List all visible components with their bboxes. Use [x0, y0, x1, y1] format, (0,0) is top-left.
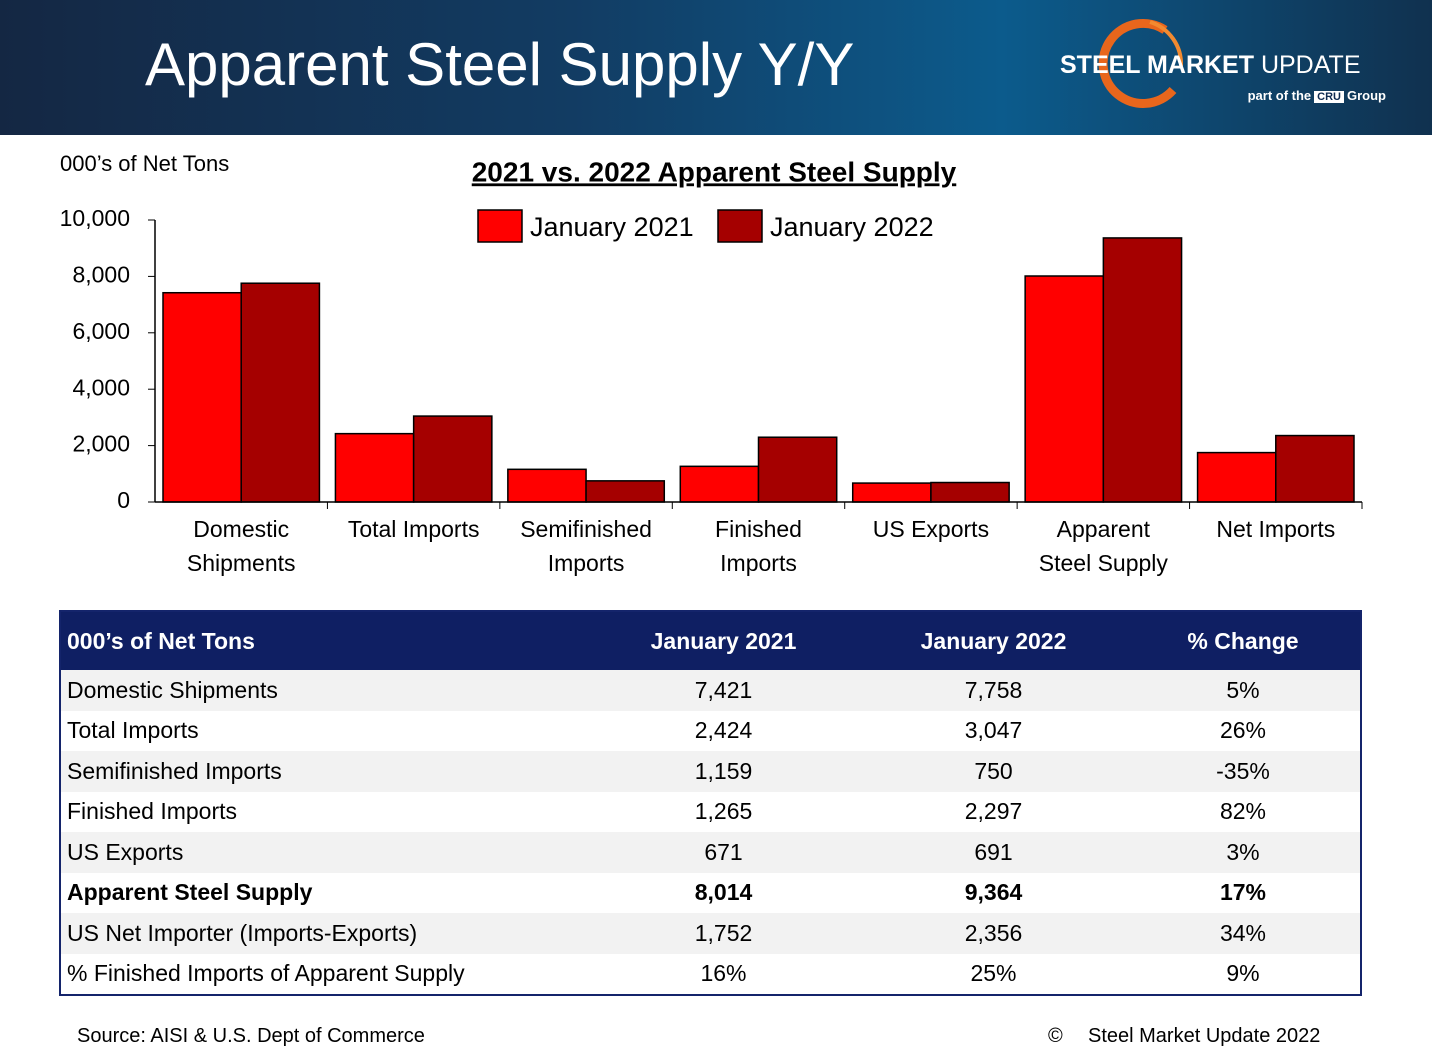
copyright: Steel Market Update 2022: [1088, 1025, 1321, 1047]
table-cell: 2,424: [694, 717, 753, 744]
bar: [1102, 237, 1183, 503]
header-cell: January 2021: [586, 611, 861, 670]
y-tick-label: 6,000: [72, 318, 130, 344]
table-cell: Apparent Steel Supply: [67, 879, 313, 906]
x-tick-label: Domestic Shipments: [186, 516, 296, 576]
table-cell: 2,297: [964, 798, 1023, 825]
x-tick-label: Apparent Steel Supply: [1038, 516, 1168, 576]
tagline-pre: part of the: [1247, 88, 1312, 103]
bar: [412, 415, 493, 503]
table-row: US Net Importer (Imports-Exports) 1,752 2,…: [60, 913, 1361, 954]
table-cell: 1,159: [586, 751, 861, 792]
table-cell: 750: [861, 751, 1126, 792]
table-row: % Finished Imports of Apparent Supply 16%…: [60, 954, 1361, 996]
table-row: Semifinished Imports 1,159 750 -35%: [60, 751, 1361, 792]
table-cell: Finished Imports: [67, 798, 238, 825]
header: Apparent Steel Supply Y/Y STEEL MARKET U…: [0, 0, 1432, 135]
bar: [851, 482, 932, 503]
table-cell: 7,758: [861, 670, 1126, 711]
table-cell: 3%: [1126, 832, 1361, 873]
header-cell: 000’s of Net Tons: [60, 611, 586, 670]
x-tick-label: Total Imports: [347, 516, 480, 542]
y-tick-label: 10,000: [60, 205, 130, 231]
table-cell: 3,047: [964, 717, 1023, 744]
bar: [1196, 451, 1277, 503]
table-cell: 82%: [1219, 798, 1267, 825]
brand-light: UPDATE: [1260, 51, 1361, 79]
table-row: Finished Imports 1,265 2,297 82%: [60, 792, 1361, 833]
bar: [1275, 434, 1355, 503]
table-cell: -35%: [1126, 751, 1361, 792]
x-tick-label: Net Imports: [1216, 516, 1336, 542]
table-cell: 9,364: [964, 879, 1023, 906]
table-cell: 25%: [970, 960, 1017, 987]
y-axis-label: 000’s of Net Tons: [60, 151, 229, 176]
table-row: Total Imports 2,424 3,047 26%: [60, 711, 1361, 752]
table-cell: Total Imports: [67, 717, 199, 744]
table-cell: 1,752: [586, 913, 861, 954]
bar: [930, 481, 1010, 503]
table-cell: 26%: [1219, 717, 1267, 744]
table-cell: 8,014: [694, 879, 753, 906]
table-cell: 7,421: [586, 670, 861, 711]
bar: [1024, 275, 1105, 503]
header-cell: January 2022: [861, 611, 1126, 670]
table-cell: 34%: [1126, 913, 1361, 954]
bar: [679, 465, 760, 503]
brand: STEEL MARKET UPDATE: [1060, 51, 1361, 80]
legend-swatch: [717, 209, 763, 243]
y-tick-label: 2,000: [72, 431, 130, 457]
y-tick-label: 0: [117, 487, 130, 513]
bar: [334, 432, 415, 503]
table-cell: % Finished Imports of Apparent Supply: [67, 960, 465, 987]
table-cell: 1,265: [694, 798, 753, 825]
y-tick-label: 8,000: [72, 261, 130, 287]
logo-swoosh: [1098, 19, 1184, 108]
legend-label: January 2022: [770, 212, 934, 242]
source: Source: AISI & U.S. Dept of Commerce: [77, 1025, 425, 1047]
x-tick-label: US Exports: [872, 516, 990, 542]
brand-bold: STEEL MARKET: [1060, 51, 1254, 79]
table-cell: 691: [861, 832, 1126, 873]
table-row: Apparent Steel Supply 8,014 9,364 17%: [60, 873, 1361, 914]
bar: [507, 468, 587, 503]
table-cell: Semifinished Imports: [60, 751, 586, 792]
bar: [585, 480, 666, 503]
table-row: US Exports 671 691 3%: [60, 832, 1361, 873]
table-cell: 9%: [1226, 960, 1260, 987]
table-cell: Domestic Shipments: [60, 670, 586, 711]
bar: [757, 436, 838, 503]
cru-logo: CRU: [1314, 91, 1344, 103]
data-table: 000’s of Net Tons January 2021 January 202…: [59, 610, 1362, 996]
logo: STEEL MARKET UPDATE part of the CRU Group: [1060, 18, 1400, 118]
bar: [162, 291, 242, 503]
legend-label: January 2021: [530, 212, 694, 242]
chart-title: 2021 vs. 2022 Apparent Steel Supply: [472, 156, 957, 187]
table-cell: US Net Importer (Imports-Exports): [60, 913, 586, 954]
table-cell: 16%: [700, 960, 747, 987]
slide-title: Apparent Steel Supply Y/Y: [145, 31, 855, 98]
x-tick-label: Semifinished Imports: [520, 516, 652, 576]
bar: [240, 282, 321, 503]
tagline: part of the CRU Group: [1248, 88, 1386, 103]
table-cell: US Exports: [60, 832, 586, 873]
tagline-post: Group: [1347, 88, 1386, 103]
legend-swatch: [477, 209, 523, 243]
y-tick-label: 4,000: [72, 374, 130, 400]
table-row: Domestic Shipments 7,421 7,758 5%: [60, 670, 1361, 711]
copyright-symbol: ©: [1048, 1025, 1063, 1047]
x-tick-label: Finished Imports: [715, 516, 802, 576]
chart: 000’s of Net Tons 2021 vs. 2022 Apparent…: [60, 151, 1363, 513]
table-cell: 5%: [1126, 670, 1361, 711]
table-cell: 2,356: [861, 913, 1126, 954]
table-cell: 671: [586, 832, 861, 873]
table-cell: 17%: [1219, 879, 1267, 906]
header-cell: % Change: [1126, 611, 1361, 670]
